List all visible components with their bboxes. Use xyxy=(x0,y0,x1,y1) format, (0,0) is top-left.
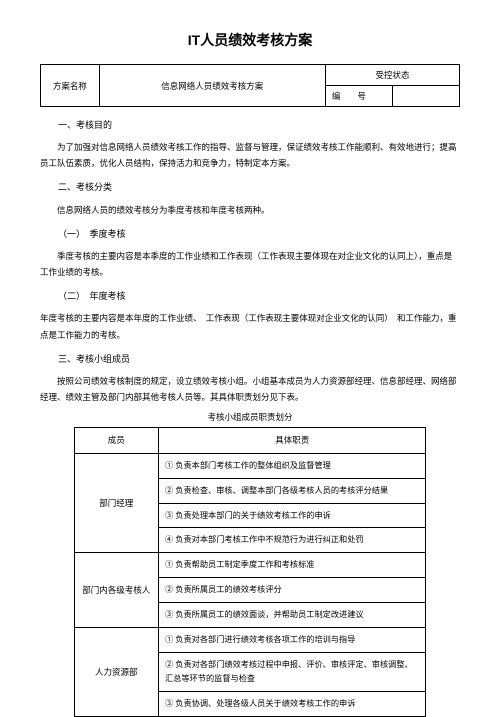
plan-name-value: 信息网络人员绩效考核方案 xyxy=(99,65,325,107)
duty: ② 负责所属员工的绩效考核评分 xyxy=(159,578,426,603)
sec2-s2-body: 年度考核的主要内容是本年度的工作业绩、 工作表现（工作表现主要体现对企业文化的认… xyxy=(40,310,460,342)
sec1-body: 为了加强对信息网络人员绩效考核工作的指导、监督与管理，保证绩效考核工作能顺利、有… xyxy=(40,139,460,171)
duty: ④ 负责对本部门考核工作中不规范行为进行纠正和处罚 xyxy=(159,528,426,553)
header-table: 方案名称 信息网络人员绩效考核方案 受控状态 编 号 xyxy=(40,64,460,107)
duty: ② 负责检查、审核、调整本部门各级考核人员的考核评分结果 xyxy=(159,478,426,503)
plan-name-label: 方案名称 xyxy=(41,65,100,107)
code-value xyxy=(392,86,459,107)
duty: ① 负责本部门考核工作的整体组织及监督管理 xyxy=(159,453,426,478)
sec2-intro: 信息网络人员的绩效考核分为季度考核和年度考核两种。 xyxy=(40,202,460,218)
duty: ③ 负责处理本部门的关于绩效考核工作的申诉 xyxy=(159,503,426,528)
sec2-s2-head: （二） 年度考核 xyxy=(40,288,460,304)
table-row: 部门内各级考核人 ① 负责帮助员工制定季度工作和考核标准 xyxy=(74,553,426,578)
sec2-head: 二、考核分类 xyxy=(40,179,460,195)
sec3-body: 按照公司绩效考核制度的规定，设立绩效考核小组。小组基本成员为人力资源部经理、信息… xyxy=(40,373,460,405)
status-label: 受控状态 xyxy=(325,65,459,86)
sec3-head: 三、考核小组成员 xyxy=(40,351,460,367)
duty: ③ 负责协调、处理各级人员关于绩效考核工作的申诉 xyxy=(159,692,426,717)
table-row: 人力资源部 ① 负责对各部门进行绩效考核各项工作的培训与指导 xyxy=(74,628,426,653)
sec1-head: 一、考核目的 xyxy=(40,117,460,133)
roles-table: 成员 具体职责 部门经理 ① 负责本部门考核工作的整体组织及监督管理 ② 负责检… xyxy=(74,427,427,717)
col-role-head: 成员 xyxy=(74,428,158,453)
role-2: 部门内各级考核人 xyxy=(74,553,158,628)
page-title: IT人员绩效考核方案 xyxy=(40,30,460,50)
code-label: 编 号 xyxy=(325,86,392,107)
sec2-s1-body: 季度考核的主要内容是本季度的工作业绩和工作表现（工作表现主要体现在对企业文化的认… xyxy=(40,248,460,280)
col-duty-head: 具体职责 xyxy=(159,428,426,453)
role-3: 人力资源部 xyxy=(74,628,158,717)
role-1: 部门经理 xyxy=(74,453,158,553)
duty: ② 负责对各部门绩效考核过程中申报、评价、审核评定、审核调整、汇总等环节的监督与… xyxy=(159,653,426,692)
duty: ① 负责帮助员工制定季度工作和考核标准 xyxy=(159,553,426,578)
sec2-s1-head: （一） 季度考核 xyxy=(40,226,460,242)
duty: ① 负责对各部门进行绩效考核各项工作的培训与指导 xyxy=(159,628,426,653)
roles-caption: 考核小组成员职责划分 xyxy=(40,411,460,423)
table-row: 部门经理 ① 负责本部门考核工作的整体组织及监督管理 xyxy=(74,453,426,478)
duty: ③ 负责所属员工的绩效面谈，并帮助员工制定改进建议 xyxy=(159,603,426,628)
